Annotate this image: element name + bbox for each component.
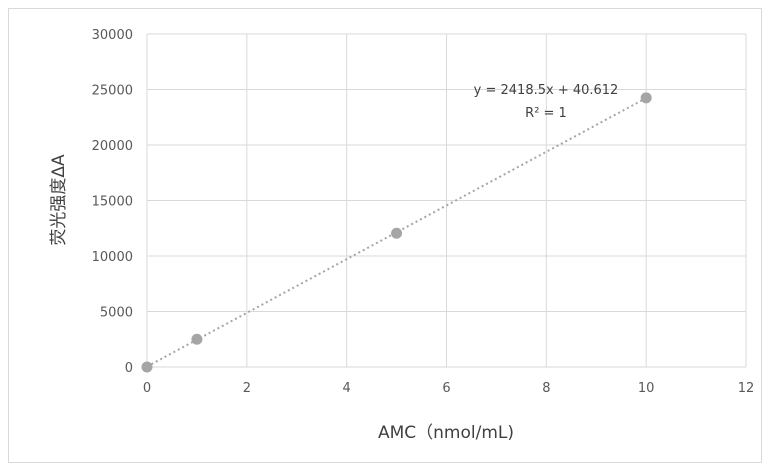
y-tick-label-6: 30000 (92, 28, 133, 43)
y-tick-label-0: 0 (125, 361, 133, 376)
y-tick-label-5: 25000 (92, 84, 133, 99)
y-tick-label-4: 20000 (92, 139, 133, 154)
data-points (141, 92, 652, 373)
data-point-0-1 (191, 333, 203, 345)
y-tick-label-1: 5000 (100, 306, 133, 321)
trendline-equation: y = 2418.5x + 40.612 (474, 83, 619, 98)
y-tick-label-3: 15000 (92, 195, 133, 210)
y-axis-title: 荧光强度ΔA (49, 154, 69, 246)
x-tick-label-0: 0 (143, 381, 151, 396)
chart-area (8, 8, 762, 463)
x-tick-label-1: 2 (243, 381, 251, 396)
data-point-0-2 (391, 227, 403, 239)
gridlines (146, 33, 747, 368)
x-tick-label-3: 6 (442, 381, 450, 396)
x-tick-label-5: 10 (638, 381, 655, 396)
y-tick-label-2: 10000 (92, 250, 133, 265)
x-tick-label-4: 8 (542, 381, 550, 396)
x-axis-title: AMC（nmol/mL) (378, 423, 514, 443)
x-tick-label-6: 12 (738, 381, 755, 396)
x-axis-ticks: 0 2 4 6 8 10 12 (143, 381, 754, 396)
y-axis-ticks: 0 5000 10000 15000 20000 25000 30000 (92, 28, 133, 376)
x-tick-label-2: 4 (343, 381, 351, 396)
data-point-0-0 (141, 361, 153, 373)
trendline-r-squared: R² = 1 (525, 106, 567, 121)
data-point-0-3 (640, 92, 652, 104)
